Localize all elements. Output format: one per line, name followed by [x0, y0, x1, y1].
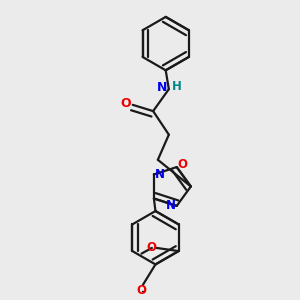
Text: O: O	[136, 284, 146, 297]
Text: H: H	[172, 80, 182, 93]
Text: O: O	[121, 97, 131, 110]
Text: N: N	[157, 81, 167, 94]
Text: N: N	[165, 200, 176, 212]
Text: O: O	[177, 158, 188, 171]
Text: N: N	[155, 168, 165, 181]
Text: O: O	[146, 241, 156, 254]
